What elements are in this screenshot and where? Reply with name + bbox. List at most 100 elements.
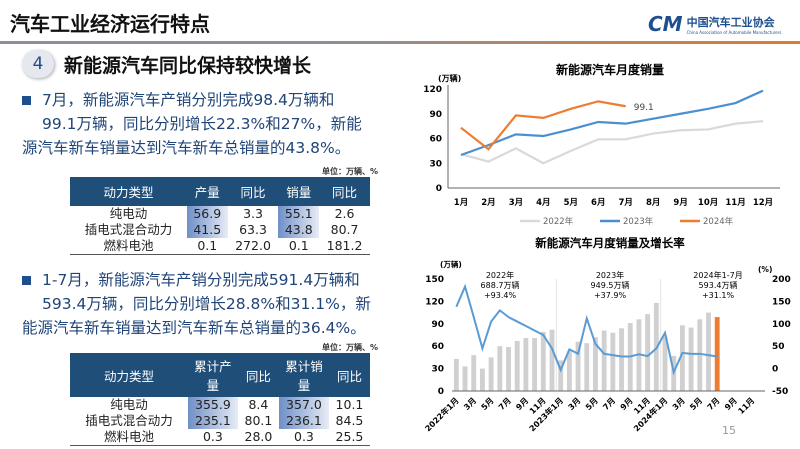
header-divider (0, 41, 800, 44)
sales-bar (453, 358, 459, 391)
y2-tick-label: 100 (772, 320, 791, 330)
table-row: 纯电动 355.9 8.4 357.0 10.1 (70, 397, 370, 413)
x-tick-label: 9月 (673, 198, 687, 208)
x-tick-label: 10月 (698, 198, 718, 208)
y-tick-label: 60 (429, 135, 442, 145)
cell: 181.2 (319, 238, 370, 255)
sales-bar (506, 346, 511, 391)
cell: 236.1 (278, 413, 329, 429)
x-tick-label: 5月 (564, 198, 578, 208)
col-header: 累计产量 (187, 353, 238, 397)
sales-bar (479, 368, 485, 391)
cell: 80.1 (244, 413, 273, 428)
text-line: 7月，新能源汽车产销分别完成98.4万辆和 (42, 91, 335, 109)
col-header: 同比 (328, 353, 370, 397)
bullet-icon (22, 276, 31, 285)
cell: 355.9 (187, 397, 238, 413)
cell: 0.1 (186, 238, 228, 255)
x-tick-label: 6月 (591, 198, 605, 208)
sales-bar (566, 351, 572, 391)
sales-bar (662, 336, 668, 391)
cell: 纯电动 (110, 397, 148, 412)
x-tick-label: 12月 (753, 198, 773, 208)
sales-bar (619, 328, 624, 391)
cell: 0.3 (187, 429, 238, 446)
y-tick-label: 30 (431, 365, 444, 375)
section-title: 新能源汽车同比保持较快增长 (64, 54, 312, 77)
annotation-total: 593.4万辆 (699, 280, 738, 290)
cell: 3.3 (243, 206, 263, 221)
y-tick-label: 0 (436, 184, 442, 194)
y-tick-label: 30 (429, 159, 442, 169)
logo-en: China Association of Automobile Manufact… (686, 29, 782, 35)
cell: 28.0 (237, 429, 279, 446)
table2-unit: 单位：万辆、% (322, 343, 379, 352)
sales-bar (514, 340, 520, 391)
text-line: 1-7月，新能源汽车产销分别完成591.4万辆和 (42, 271, 360, 289)
page-number: 15 (722, 424, 736, 437)
x-tick-label: 11月 (725, 198, 745, 208)
cell: 80.7 (330, 222, 359, 237)
legend-label: 2024年 (703, 216, 734, 227)
sales-bar (497, 346, 503, 391)
cell: 56.9 (186, 206, 228, 222)
bullet-july: 7月，新能源汽车产销分别完成98.4万辆和 99.1万辆，同比分别增长22.3%和… (22, 88, 362, 160)
annotation-total: 688.7万辆 (481, 280, 520, 290)
col-header: 同比 (237, 353, 279, 397)
x-tick-label: 7月 (706, 396, 722, 412)
table-row: 插电式混合动力 235.1 80.1 236.1 84.5 (70, 413, 370, 429)
cell: 10.1 (335, 397, 364, 412)
table-ytd: 动力类型 累计产量 同比 累计销量 同比 纯电动 355.9 8.4 357.0 10.1 插电… (70, 353, 370, 446)
y-tick-label: 60 (431, 342, 444, 352)
cell: 25.5 (328, 429, 370, 446)
x-tick-label: 5月 (584, 396, 600, 412)
col-header: 同比 (319, 177, 370, 206)
sales-bar (714, 317, 720, 391)
sales-bar (532, 337, 538, 391)
caam-logo-icon: CM (648, 12, 683, 36)
x-tick-label: 3月 (509, 198, 523, 208)
x-tick-label: 7月 (619, 198, 633, 208)
section-heading: 4 新能源汽车同比保持较快增长 (22, 50, 311, 78)
y-tick-label: 120 (425, 297, 444, 307)
series-line-2023年 (460, 89, 764, 157)
sales-bar (688, 327, 694, 391)
annotation-year: 2024年1-7月 (693, 270, 742, 280)
col-header: 销量 (278, 177, 320, 206)
x-tick-label: 11月 (736, 396, 756, 416)
text-line: 99.1万辆，同比分别增长22.3%和27%，新能 (42, 115, 362, 133)
sales-bar (697, 319, 703, 391)
growth-line (455, 283, 718, 376)
col-header: 同比 (227, 177, 279, 206)
y-tick-label: 90 (431, 320, 444, 330)
cell: 0.1 (278, 238, 320, 255)
monthly-sales-chart: 新能源汽车月度销量 (万辆) 0 30 60 90 120 1月 2月 3月 4月 5月 6月 7月 8月 9… (423, 62, 780, 227)
sales-bar (462, 366, 468, 391)
x-tick-label: 4月 (536, 198, 550, 208)
x-tick-label: 7月 (601, 396, 617, 412)
col-header: 动力类型 (70, 177, 187, 206)
x-tick-label: 2月 (481, 198, 495, 208)
bullet-icon (22, 96, 31, 105)
table1-unit: 单位：万辆、% (322, 167, 379, 176)
cell: 235.1 (187, 413, 238, 429)
monthly-sales-growth-chart: 新能源汽车月度销量及增长率 (万辆) (%) 0 30 60 90 120 150 -50 0 50 1… (423, 236, 791, 433)
annotation-year: 2022年 (486, 270, 514, 280)
cell: 纯电动 (109, 206, 148, 221)
text-line: 能源汽车新车销量达到汽车新车总销量的36.4%。 (22, 319, 366, 337)
cell: 63.3 (239, 222, 267, 237)
cell: 燃料电池 (70, 238, 187, 255)
sales-bar (540, 332, 546, 391)
x-tick-label: 3月 (671, 396, 687, 412)
cell: 84.5 (335, 413, 364, 428)
text-line: 源汽车新车销量达到汽车新车总销量的43.8%。 (22, 139, 351, 157)
y-tick-label: 150 (425, 275, 444, 285)
chart-title: 新能源汽车月度销量及增长率 (535, 236, 685, 250)
sales-bar (558, 360, 564, 391)
data-label: 99.1 (634, 103, 654, 113)
cell: 2.6 (334, 206, 355, 221)
x-tick-label: 3月 (462, 396, 478, 412)
x-tick-label: 5月 (480, 396, 496, 412)
sales-bar (523, 337, 529, 391)
section-number: 4 (22, 50, 54, 78)
